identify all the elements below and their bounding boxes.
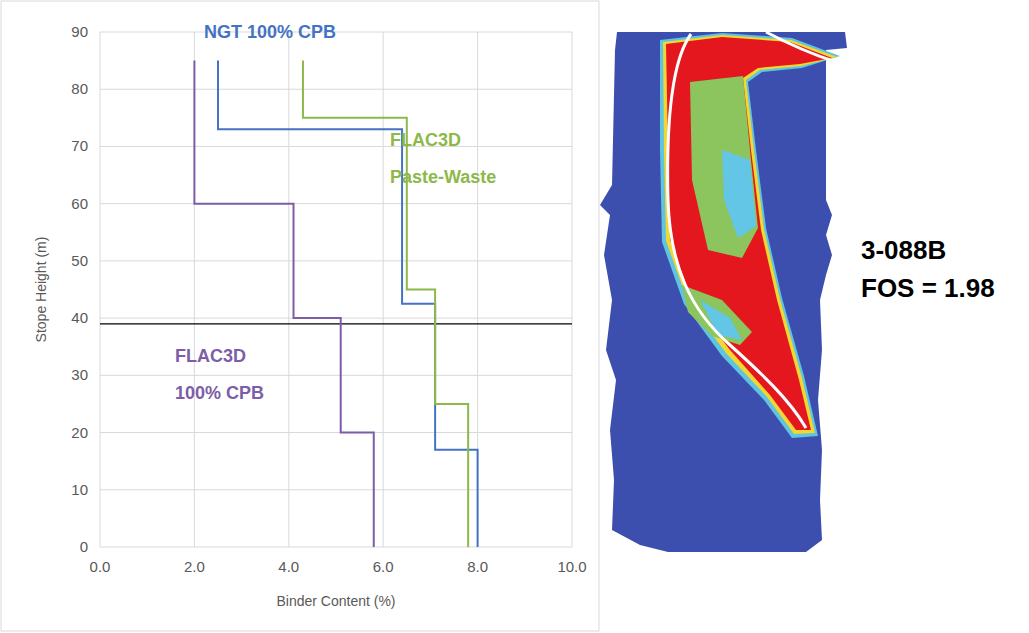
series-label-line: 100% CPB	[175, 383, 264, 403]
stope-title: 3-088B	[861, 235, 946, 265]
y-tick-label: 40	[71, 309, 88, 326]
stope-model	[600, 32, 847, 552]
slip-surface	[766, 32, 836, 62]
zone-edge	[663, 35, 837, 434]
x-tick-label: 6.0	[373, 558, 394, 575]
x-tick-label: 0.0	[90, 558, 111, 575]
series-label-line: Paste-Waste	[390, 167, 496, 187]
y-tick-label: 0	[80, 538, 88, 555]
y-tick-label: 50	[71, 252, 88, 269]
reference-line	[100, 323, 572, 324]
y-tick-label: 10	[71, 481, 88, 498]
x-grid-line	[100, 32, 101, 547]
y-tick-label: 20	[71, 424, 88, 441]
chart-frame	[1, 1, 599, 631]
series-label-line: FLAC3D	[175, 346, 246, 366]
y-axis-title: Stope Height (m)	[33, 237, 49, 343]
series-line	[303, 61, 468, 547]
zone-inner	[690, 76, 758, 258]
series-label: FLAC3D Paste-Waste	[390, 130, 496, 187]
y-grid-line	[100, 375, 572, 376]
stope-body	[600, 32, 847, 552]
y-grid-line	[100, 432, 572, 433]
series-label: NGT 100% CPB	[204, 22, 336, 42]
x-axis-title: Binder Content (%)	[276, 593, 395, 609]
y-tick-label: 90	[71, 23, 88, 40]
y-tick-label: 30	[71, 366, 88, 383]
y-tick-label: 80	[71, 80, 88, 97]
y-tick-label: 70	[71, 137, 88, 154]
y-grid-line	[100, 203, 572, 204]
series-line	[194, 61, 373, 547]
failure-zone	[666, 37, 832, 430]
plot-area	[100, 61, 572, 547]
x-tick-label: 8.0	[467, 558, 488, 575]
y-grid-line	[100, 89, 572, 90]
x-tick-label: 10.0	[557, 558, 586, 575]
series-line	[218, 61, 478, 547]
y-grid-line	[100, 146, 572, 147]
slip-surface	[668, 34, 806, 428]
y-grid-line	[100, 260, 572, 261]
x-grid-line	[383, 32, 384, 547]
x-tick-label: 4.0	[278, 558, 299, 575]
series-label-line: FLAC3D	[390, 130, 461, 150]
series-label: FLAC3D 100% CPB	[175, 346, 264, 403]
x-grid-line	[288, 32, 289, 547]
y-grid-line	[100, 547, 572, 548]
zone-fringe	[660, 33, 840, 438]
grid	[100, 32, 572, 547]
x-grid-line	[572, 32, 573, 547]
zone-lower	[682, 285, 752, 345]
zone-inner-low	[722, 150, 756, 238]
x-tick-label: 2.0	[184, 558, 205, 575]
y-grid-line	[100, 489, 572, 490]
fos-label: FOS = 1.98	[861, 273, 995, 303]
y-tick-label: 60	[71, 195, 88, 212]
